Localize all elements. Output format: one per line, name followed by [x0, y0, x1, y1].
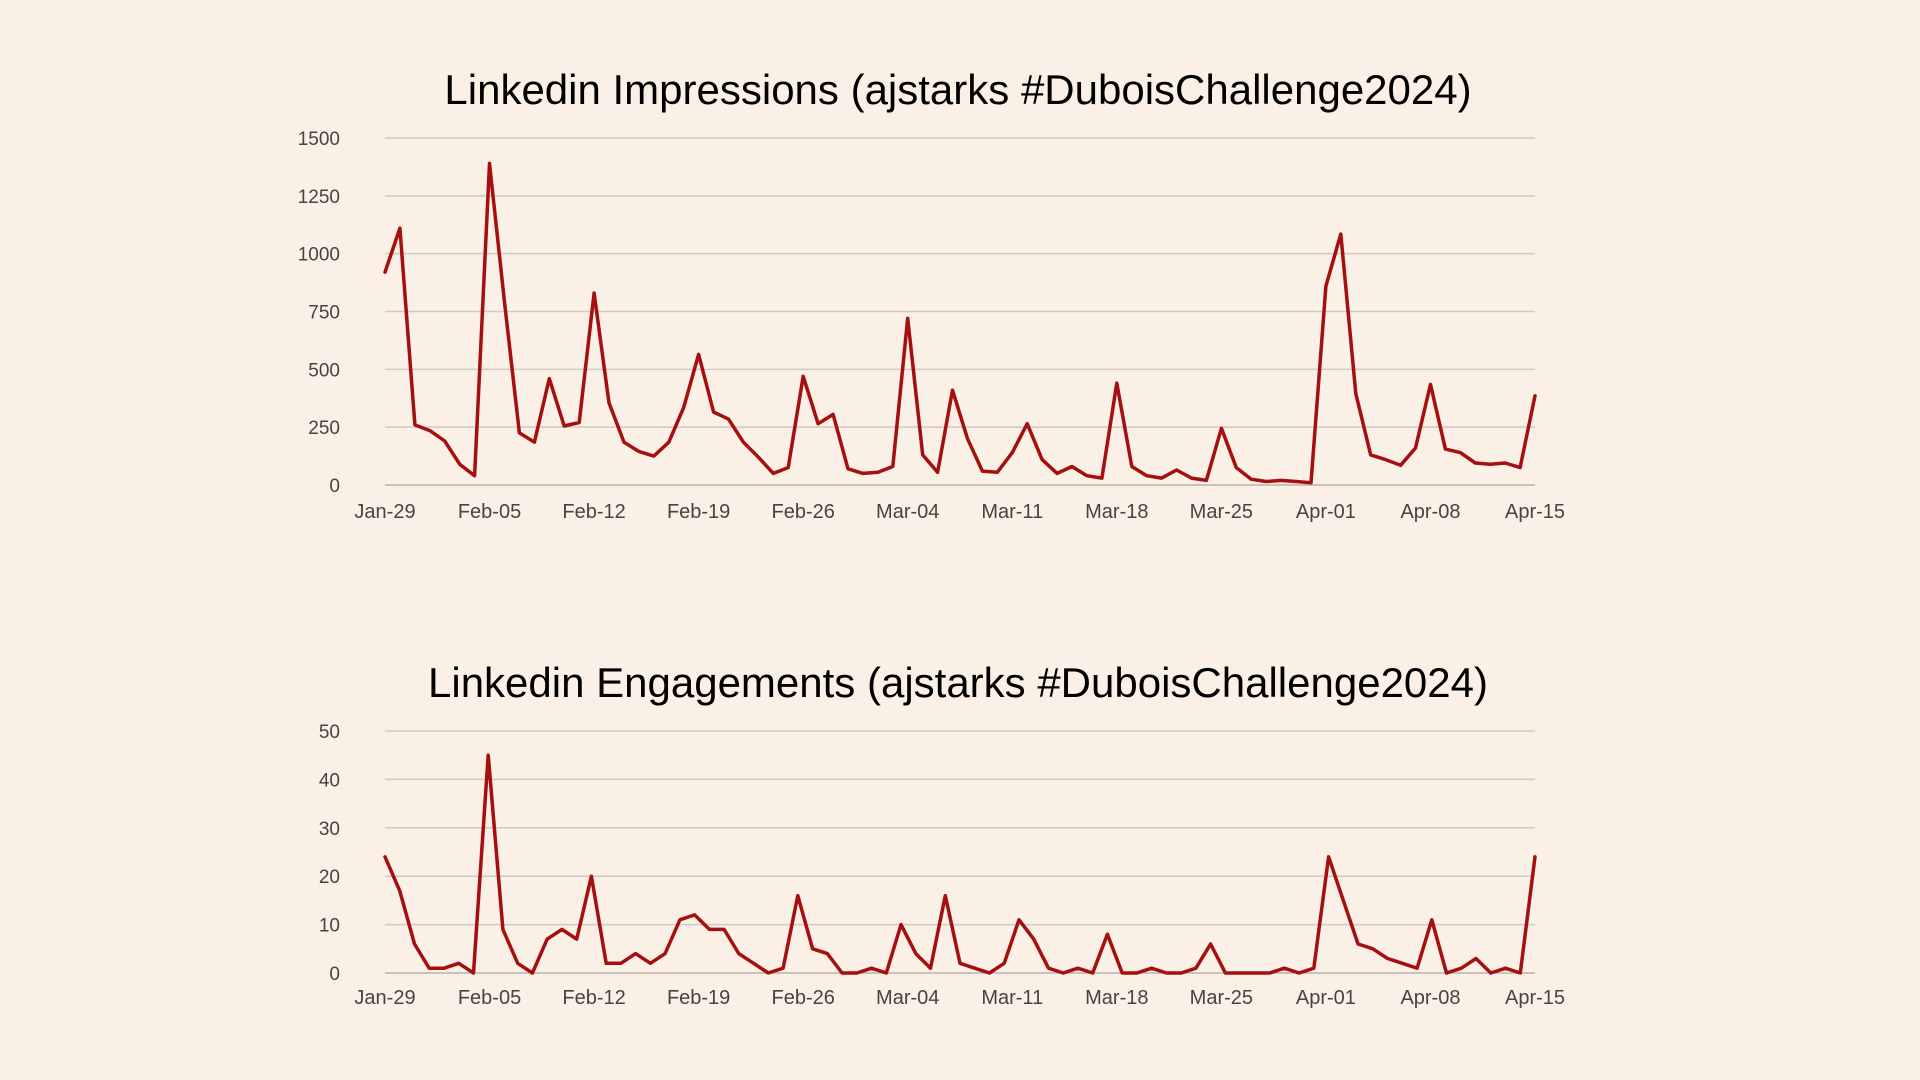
x-tick-label: Apr-08	[1400, 987, 1460, 1009]
series-line	[383, 753, 1537, 975]
x-tick-label: Mar-18	[1085, 987, 1148, 1009]
impressions-x-ticks: Jan-29 Feb-05 Feb-12 Feb-19 Feb-26 Mar-04 Mar-…	[354, 501, 1565, 523]
y-tick-label: 50	[319, 722, 340, 743]
y-tick-label: 1000	[298, 245, 340, 266]
engagements-chart: Linkedin Engagements (ajstarks #DuboisCh…	[319, 659, 1565, 1009]
y-tick-label: 1250	[298, 187, 340, 208]
y-tick-label: 250	[308, 418, 340, 439]
x-tick-label: Feb-19	[667, 501, 730, 523]
y-tick-label: 30	[319, 819, 340, 840]
x-tick-label: Apr-01	[1296, 987, 1356, 1009]
y-tick-label: 0	[329, 476, 340, 497]
impressions-chart-title: Linkedin Impressions (ajstarks #DuboisCh…	[444, 66, 1471, 113]
engagements-lines	[383, 753, 1537, 975]
x-tick-label: Apr-15	[1505, 501, 1565, 523]
x-tick-label: Feb-05	[458, 987, 521, 1009]
x-tick-label: Mar-04	[876, 501, 939, 523]
y-tick-label: 40	[319, 770, 340, 791]
x-tick-label: Feb-12	[562, 987, 625, 1009]
x-tick-label: Jan-29	[354, 987, 415, 1009]
x-tick-label: Feb-26	[771, 501, 834, 523]
y-tick-label: 500	[308, 360, 340, 381]
y-tick-label: 0	[329, 964, 340, 985]
impressions-chart: Linkedin Impressions (ajstarks #DuboisCh…	[298, 66, 1565, 523]
x-tick-label: Mar-18	[1085, 501, 1148, 523]
x-tick-label: Mar-25	[1190, 987, 1253, 1009]
x-tick-label: Mar-25	[1190, 501, 1253, 523]
engagements-chart-title: Linkedin Engagements (ajstarks #DuboisCh…	[428, 659, 1488, 706]
x-tick-label: Jan-29	[354, 501, 415, 523]
x-tick-label: Mar-11	[981, 987, 1043, 1009]
engagements-y-ticks: 0 10 20 30 40 50	[319, 722, 1535, 985]
series-line	[383, 161, 1537, 485]
y-tick-label: 10	[319, 916, 340, 937]
impressions-lines	[383, 161, 1537, 485]
x-tick-label: Feb-19	[667, 987, 730, 1009]
x-tick-label: Mar-11	[981, 501, 1043, 523]
x-tick-label: Apr-15	[1505, 987, 1565, 1009]
engagements-x-ticks: Jan-29 Feb-05 Feb-12 Feb-19 Feb-26 Mar-04 Mar-…	[354, 987, 1565, 1009]
y-tick-label: 20	[319, 867, 340, 888]
x-tick-label: Feb-12	[562, 501, 625, 523]
x-tick-label: Apr-08	[1400, 501, 1460, 523]
y-tick-label: 750	[308, 303, 340, 324]
x-tick-label: Feb-05	[458, 501, 521, 523]
x-tick-label: Feb-26	[771, 987, 834, 1009]
x-tick-label: Apr-01	[1296, 501, 1356, 523]
y-tick-label: 1500	[298, 129, 340, 150]
x-tick-label: Mar-04	[876, 987, 939, 1009]
